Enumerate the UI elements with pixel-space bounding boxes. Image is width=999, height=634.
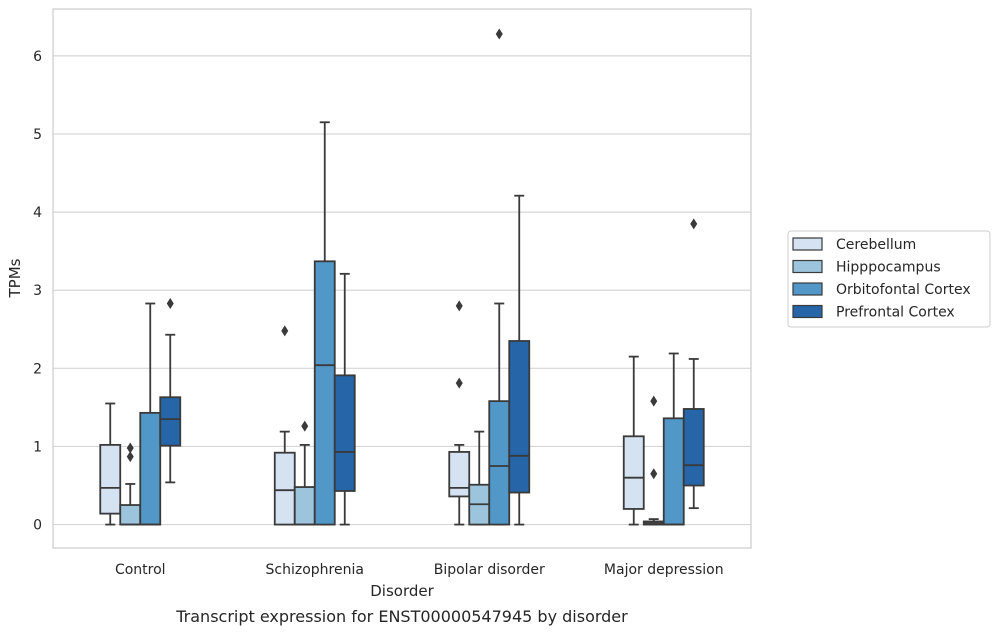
y-tick-label: 4 [33, 205, 42, 221]
legend-swatch [792, 282, 823, 296]
box-prefrontal-cortex [333, 272, 356, 526]
box-hipppocampus [119, 442, 142, 526]
y-tick-label: 2 [33, 361, 42, 377]
x-tick-label: Control [115, 562, 166, 578]
box-orbitofontal-cortex [139, 302, 162, 526]
y-axis-label: TPMs [6, 258, 24, 298]
legend-swatch [792, 304, 823, 319]
x-tick-label: Major depression [604, 562, 724, 578]
iqr-box [448, 451, 471, 498]
plot-frame [52, 8, 752, 549]
legend-label: Cerebellum [836, 237, 916, 253]
box-cerebellum [622, 355, 645, 526]
box-cerebellum [448, 300, 471, 526]
iqr-box [159, 396, 182, 447]
figure-caption: Transcript expression for ENST0000054794… [175, 607, 628, 626]
box-prefrontal-cortex [682, 218, 705, 510]
iqr-box [119, 504, 142, 526]
outlier-point [455, 377, 463, 389]
box-hipppocampus [293, 420, 316, 526]
x-axis-label: Disorder [370, 582, 434, 600]
outlier-point [650, 395, 658, 407]
x-tick-label: Schizophrenia [266, 562, 364, 578]
legend-label: Hipppocampus [836, 260, 941, 276]
box-orbitofontal-cortex [662, 352, 685, 526]
legend-swatch [792, 259, 823, 274]
legend-frame [787, 230, 991, 328]
iqr-box [99, 443, 122, 515]
boxes [99, 28, 705, 526]
outlier-point [650, 468, 658, 480]
iqr-box [488, 400, 511, 526]
outlier-point [126, 451, 134, 463]
box-orbitofontal-cortex [313, 121, 336, 526]
outlier-point [495, 28, 503, 40]
iqr-box [293, 486, 316, 526]
outlier-point [166, 297, 174, 309]
iqr-box [313, 260, 336, 526]
box-cerebellum [99, 402, 122, 526]
outlier-point [301, 420, 309, 432]
y-tick-label: 6 [33, 49, 42, 65]
box-prefrontal-cortex [508, 194, 531, 526]
iqr-box [508, 340, 531, 494]
legend: Cerebellum Hipppocampus Orbitofontal Corte… [787, 230, 991, 328]
box-cerebellum [273, 325, 296, 526]
legend-swatch [792, 237, 823, 251]
legend-label: Prefrontal Cortex [836, 305, 955, 321]
x-tick-labels: Control Schizophrenia Bipolar disorder Majo… [115, 562, 724, 578]
box-hipppocampus [642, 395, 665, 526]
outlier-point [690, 218, 698, 230]
y-tick-label: 0 [33, 518, 42, 534]
iqr-box [682, 408, 705, 487]
y-tick-labels: 0 1 2 3 4 5 6 [33, 49, 42, 534]
outlier-point [281, 325, 289, 337]
iqr-box [333, 374, 356, 492]
x-tick-label: Bipolar disorder [434, 562, 545, 578]
box-prefrontal-cortex [159, 297, 182, 484]
outlier-point [126, 442, 134, 454]
y-tick-label: 1 [33, 439, 42, 455]
box-hipppocampus [468, 430, 491, 526]
iqr-box [622, 435, 645, 510]
y-tick-label: 3 [33, 283, 42, 299]
iqr-box [139, 411, 162, 526]
iqr-box [273, 451, 296, 526]
box-orbitofontal-cortex [488, 28, 511, 526]
legend-label: Orbitofontal Cortex [836, 282, 971, 298]
outlier-point [455, 300, 463, 312]
iqr-box [662, 417, 685, 526]
y-tick-label: 5 [33, 127, 42, 143]
